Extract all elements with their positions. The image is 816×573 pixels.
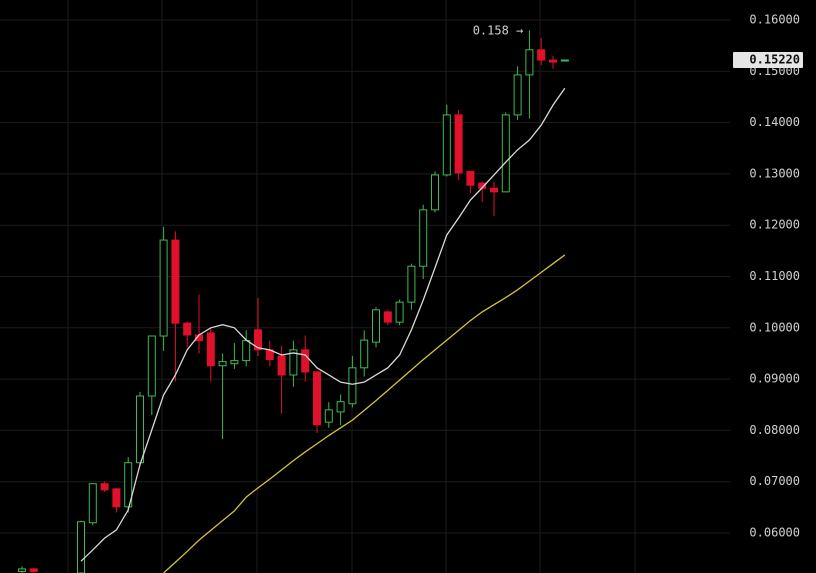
candle-body (230, 360, 239, 365)
candle-body (136, 395, 144, 464)
candle-body (289, 349, 298, 376)
candle-body (324, 409, 333, 423)
candle-body (18, 568, 26, 572)
moving-average-line (163, 254, 566, 573)
candle-body (395, 301, 404, 323)
y-tick-label: 0.10000 (749, 320, 800, 334)
y-tick-label: 0.07000 (749, 474, 800, 488)
candle-body (159, 239, 168, 337)
price-label: 0.15220 (749, 53, 800, 67)
y-tick-label: 0.08000 (749, 423, 800, 437)
candle-body (383, 311, 392, 323)
candle-body (549, 59, 557, 63)
candle-body (454, 114, 463, 174)
candle-body (419, 209, 428, 267)
candle-body (242, 340, 251, 362)
candle-body (466, 170, 475, 186)
y-tick-label: 0.12000 (749, 218, 800, 232)
candle-body (301, 349, 310, 373)
candle-body (537, 49, 546, 61)
candle-body (147, 335, 156, 397)
candle-body (254, 329, 262, 351)
candle-body (29, 568, 38, 572)
candle-body (501, 114, 510, 193)
y-tick-label: 0.06000 (749, 525, 800, 539)
y-tick-label: 0.13000 (749, 166, 800, 180)
candle-body (124, 462, 133, 508)
candle-body (112, 488, 121, 508)
y-tick-label: 0.11000 (749, 269, 800, 283)
candle-body (171, 239, 180, 324)
candle-body (100, 483, 109, 491)
candle-body (490, 187, 498, 193)
candle-body (183, 322, 192, 336)
candle-body (348, 367, 357, 405)
candle-body (431, 174, 439, 211)
high-annotation: 0.158 → (473, 24, 524, 38)
moving-average-line (80, 87, 566, 562)
candle-body (513, 74, 522, 116)
y-tick-label: 0.09000 (749, 372, 800, 386)
candle-body (372, 309, 380, 343)
candle-body (77, 521, 85, 573)
y-tick-label: 0.14000 (749, 115, 800, 129)
candle-body (88, 483, 97, 524)
candle-body (336, 401, 345, 413)
y-tick-label: 0.16000 (749, 13, 800, 27)
candle-body (560, 59, 569, 62)
candle-body (407, 265, 416, 303)
candle-body (277, 355, 286, 376)
candle-body (442, 114, 451, 176)
candle-body (218, 361, 227, 367)
price-label-box (733, 52, 803, 69)
candle-body (206, 332, 215, 367)
candle-body (313, 371, 321, 426)
candle-body (525, 49, 534, 76)
candle-body (360, 339, 369, 369)
